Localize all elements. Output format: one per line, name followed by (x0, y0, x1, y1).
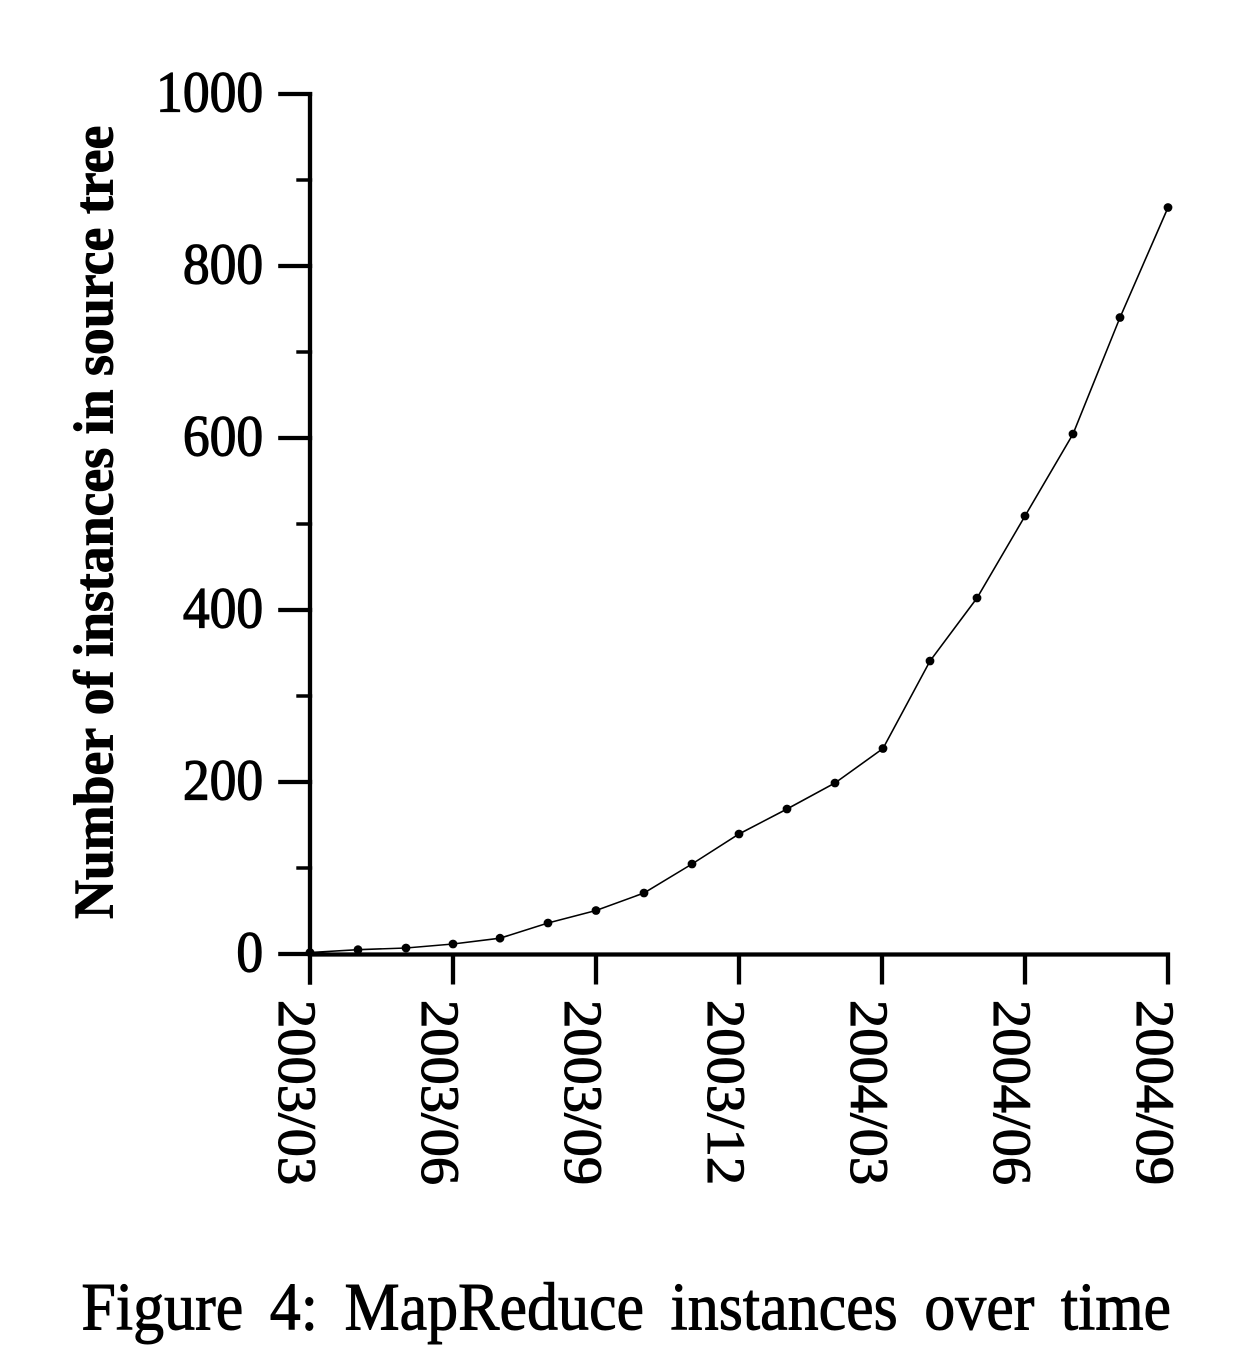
svg-text:200: 200 (183, 749, 263, 813)
svg-text:400: 400 (183, 577, 263, 641)
svg-text:Number of instances in source: Number of instances in source tree (62, 126, 124, 919)
svg-text:800: 800 (183, 233, 263, 297)
svg-text:1000: 1000 (156, 61, 263, 125)
svg-text:Figure 4: MapReduce instances: Figure 4: MapReduce instances over time (81, 1270, 1171, 1345)
svg-text:2003/12: 2003/12 (696, 1000, 756, 1185)
svg-text:2003/06: 2003/06 (410, 1000, 470, 1185)
svg-text:2004/06: 2004/06 (982, 1000, 1042, 1185)
svg-text:2004/03: 2004/03 (839, 1000, 899, 1185)
svg-text:0: 0 (236, 921, 263, 985)
svg-text:2003/09: 2003/09 (553, 1000, 613, 1185)
svg-text:600: 600 (183, 405, 263, 469)
svg-text:2003/03: 2003/03 (267, 1000, 327, 1185)
svg-text:2004/09: 2004/09 (1125, 1000, 1185, 1185)
